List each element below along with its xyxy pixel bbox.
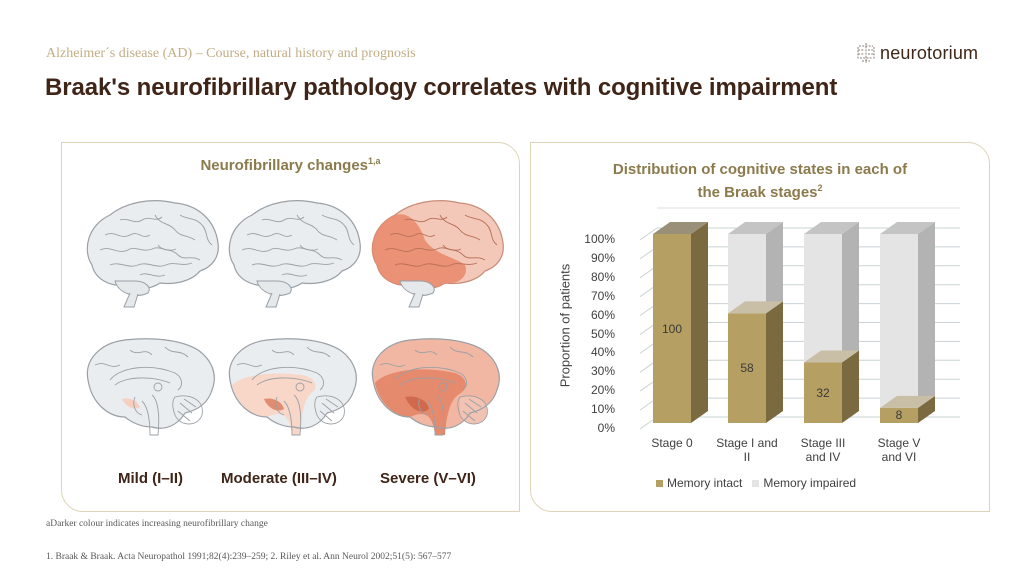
legend-label-impaired: Memory impaired	[763, 476, 857, 490]
lateral-brain-row	[86, 200, 504, 308]
bar-value-label: 8	[895, 408, 903, 423]
legend-item-memory-intact: Memory intact	[656, 476, 742, 490]
brain-medial-severe	[371, 338, 500, 436]
bar-value-label: 32	[816, 385, 830, 400]
page-title: Braak's neurofibrillary pathology correl…	[45, 74, 838, 101]
bar-value-label: 58	[740, 361, 754, 376]
brand-logo: neurotorium	[856, 42, 978, 64]
legend-label-intact: Memory intact	[667, 476, 743, 490]
references: 1. Braak & Braak. Acta Neuropathol 1991;…	[46, 552, 452, 562]
y-tick-label: 20%	[590, 383, 615, 398]
legend-swatch-intact	[656, 479, 663, 487]
y-tick-label: 80%	[590, 269, 615, 284]
y-tick-label: 90%	[590, 250, 615, 265]
panel-title-sup: 1,a	[368, 156, 381, 166]
legend-swatch-impaired	[752, 479, 760, 487]
y-tick-label: 30%	[590, 364, 615, 379]
footnote-a: aDarker colour indicates increasing neur…	[46, 519, 268, 529]
stage-label-mild: Mild (I–II)	[118, 470, 183, 487]
x-category-label: Stage I and II	[716, 436, 778, 464]
x-category-label: Stage III and IV	[800, 436, 846, 464]
stage-label-moderate: Moderate (III–IV)	[221, 470, 337, 487]
bar-value-label: 100	[661, 321, 683, 336]
chart-title: Distribution of cognitive states in each…	[530, 160, 990, 202]
brain-medial-mild	[86, 338, 215, 436]
neurofibrillary-panel-title: Neurofibrillary changes1,a	[61, 156, 520, 174]
chart-title-line1: Distribution of cognitive states in each…	[612, 161, 908, 178]
section-kicker: Alzheimer´s disease (AD) – Course, natur…	[46, 46, 416, 61]
x-category-label: Stage 0	[651, 436, 693, 450]
neurotorium-logo-icon	[857, 43, 875, 63]
y-tick-label: 50%	[590, 326, 615, 341]
legend-item-memory-impaired: Memory impaired	[752, 476, 856, 490]
medial-brain-row	[86, 338, 500, 436]
y-tick-label: 100%	[584, 232, 615, 246]
brain-lateral-severe	[371, 200, 504, 308]
chart-title-sup: 2	[817, 183, 823, 193]
y-tick-label: 70%	[590, 288, 615, 303]
brain-medial-moderate	[228, 338, 357, 436]
y-tick-label: 0%	[597, 421, 615, 435]
stage-label-severe: Severe (V–VI)	[380, 470, 476, 487]
panel-title-text: Neurofibrillary changes	[200, 157, 369, 174]
y-tick-label: 60%	[590, 307, 615, 322]
logo-text: neurotorium	[880, 42, 979, 63]
y-tick-label: 10%	[590, 402, 615, 417]
chart-title-line2: the Braak stages	[697, 184, 818, 201]
y-tick-label: 40%	[590, 345, 615, 360]
chart-legend: Memory intact Memory impaired	[656, 476, 856, 490]
